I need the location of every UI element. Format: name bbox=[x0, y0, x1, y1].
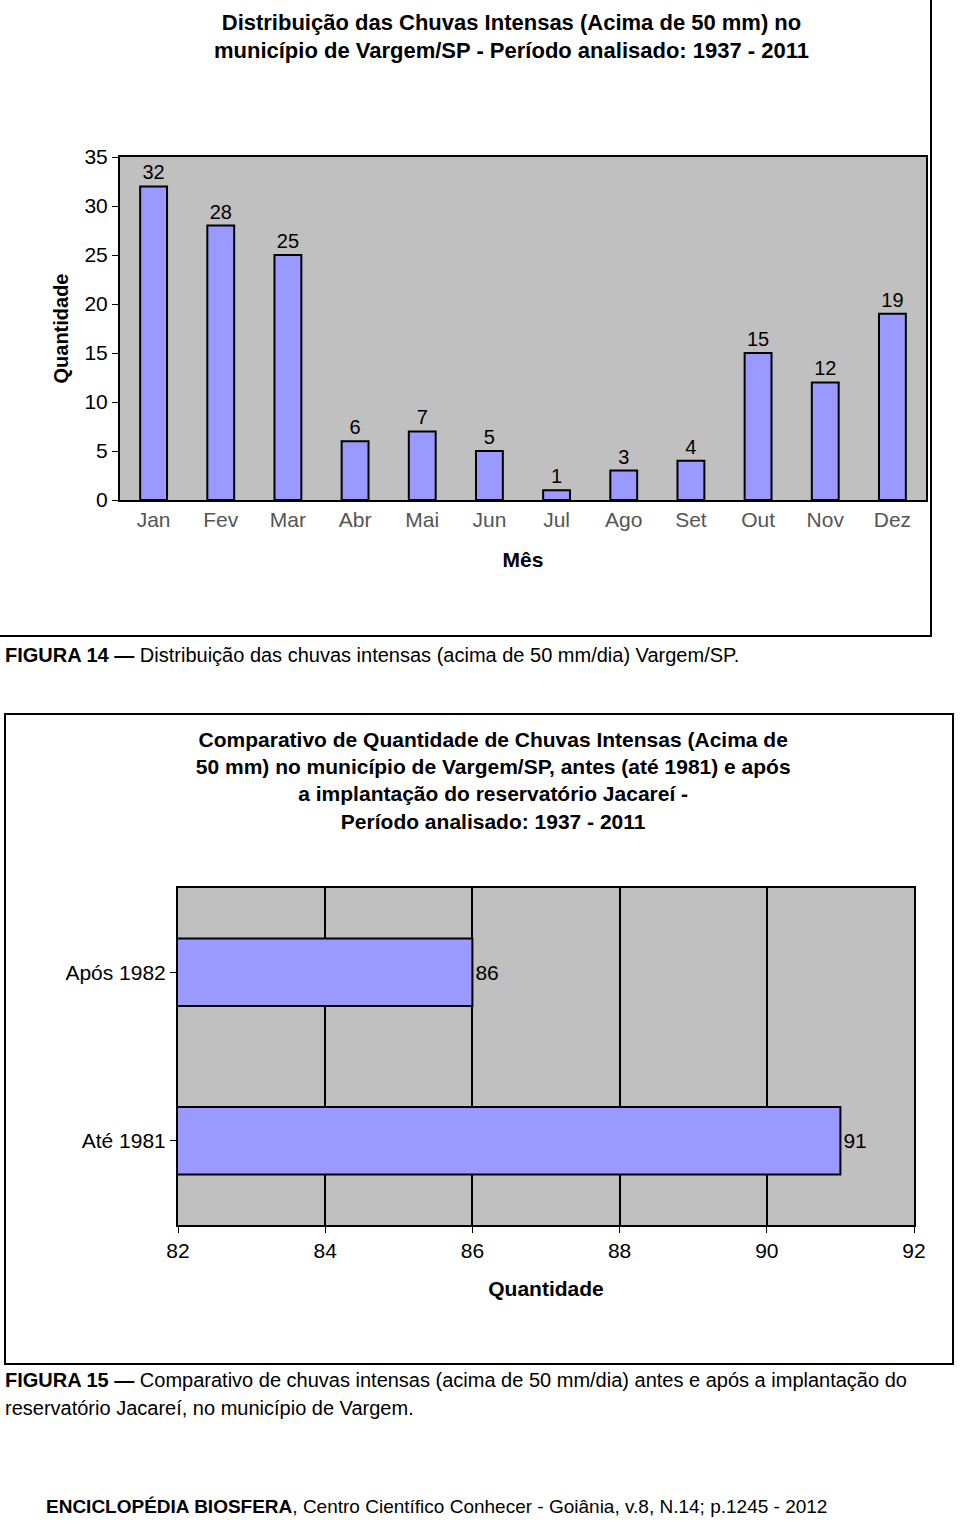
svg-text:Nov: Nov bbox=[807, 508, 845, 531]
svg-text:15: 15 bbox=[747, 328, 769, 350]
svg-text:32: 32 bbox=[142, 161, 164, 183]
svg-text:Jul: Jul bbox=[543, 508, 570, 531]
svg-text:0: 0 bbox=[96, 488, 108, 511]
svg-text:19: 19 bbox=[881, 289, 903, 311]
svg-text:Set: Set bbox=[675, 508, 707, 531]
svg-text:7: 7 bbox=[417, 406, 428, 428]
svg-text:Mar: Mar bbox=[270, 508, 306, 531]
svg-text:28: 28 bbox=[210, 201, 232, 223]
svg-text:Mai: Mai bbox=[405, 508, 439, 531]
svg-text:20: 20 bbox=[84, 292, 107, 315]
svg-text:30: 30 bbox=[84, 194, 107, 217]
svg-text:6: 6 bbox=[350, 416, 361, 438]
svg-text:Mês: Mês bbox=[503, 548, 544, 571]
svg-text:Jan: Jan bbox=[137, 508, 171, 531]
html-text:ENCICLOPÉDIA BIOSFERA, Centro: ENCICLOPÉDIA BIOSFERA, Centro Científico… bbox=[46, 1496, 828, 1517]
svg-text:Comparativo de Quantidade de C: Comparativo de Quantidade de Chuvas Inte… bbox=[196, 728, 791, 833]
html-text:FIGURA 15 — Comparativo de chu: FIGURA 15 — Comparativo de chuvas intens… bbox=[5, 1369, 907, 1419]
svg-text:12: 12 bbox=[814, 357, 836, 379]
svg-text:86: 86 bbox=[461, 1239, 484, 1262]
svg-text:92: 92 bbox=[902, 1239, 925, 1262]
svg-text:90: 90 bbox=[755, 1239, 778, 1262]
svg-text:91: 91 bbox=[843, 1129, 866, 1152]
svg-text:10: 10 bbox=[84, 390, 107, 413]
svg-text:Quantidade: Quantidade bbox=[488, 1277, 604, 1300]
html-text:FIGURA 14 — Distribuição das c: FIGURA 14 — Distribuição das chuvas inte… bbox=[5, 644, 740, 666]
svg-text:Ago: Ago bbox=[605, 508, 642, 531]
svg-text:82: 82 bbox=[166, 1239, 189, 1262]
svg-text:86: 86 bbox=[475, 961, 498, 984]
svg-text:Dez: Dez bbox=[874, 508, 911, 531]
svg-text:Distribuição das Chuvas Intens: Distribuição das Chuvas Intensas (Acima … bbox=[214, 10, 809, 64]
svg-text:Jun: Jun bbox=[472, 508, 506, 531]
svg-text:4: 4 bbox=[685, 436, 696, 458]
svg-text:3: 3 bbox=[618, 446, 629, 468]
svg-text:Após 1982: Após 1982 bbox=[65, 961, 165, 984]
svg-text:35: 35 bbox=[84, 145, 107, 168]
svg-text:88: 88 bbox=[608, 1239, 631, 1262]
svg-text:25: 25 bbox=[277, 230, 299, 252]
svg-text:5: 5 bbox=[484, 426, 495, 448]
svg-text:Out: Out bbox=[741, 508, 775, 531]
svg-text:5: 5 bbox=[96, 439, 108, 462]
svg-text:Até 1981: Até 1981 bbox=[82, 1129, 166, 1152]
svg-text:Abr: Abr bbox=[339, 508, 372, 531]
svg-text:Quantidade: Quantidade bbox=[50, 273, 72, 383]
svg-text:1: 1 bbox=[551, 465, 562, 487]
svg-text:Fev: Fev bbox=[203, 508, 239, 531]
svg-text:25: 25 bbox=[84, 243, 107, 266]
svg-text:15: 15 bbox=[84, 341, 107, 364]
svg-text:84: 84 bbox=[314, 1239, 338, 1262]
